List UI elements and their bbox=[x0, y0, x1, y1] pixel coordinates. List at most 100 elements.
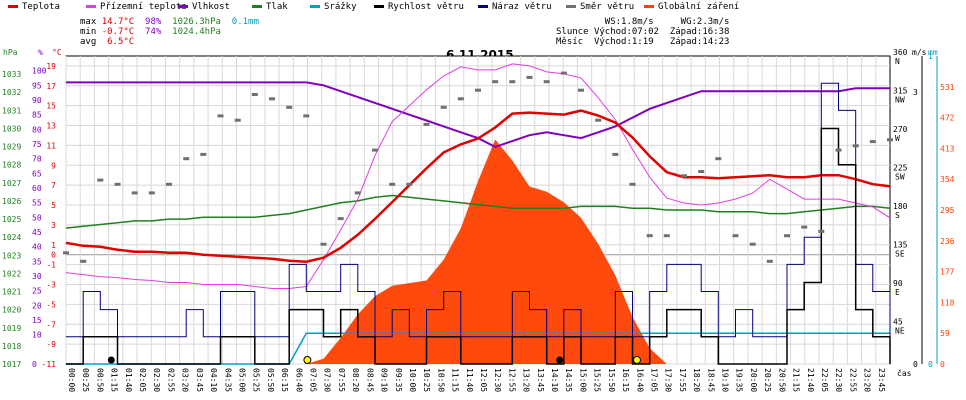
x-tick-label: 07:55 bbox=[337, 368, 346, 392]
direction-mark bbox=[217, 114, 224, 118]
x-tick-label: 17:30 bbox=[664, 368, 673, 392]
direction-mark bbox=[80, 259, 87, 263]
x-tick-label: 16:40 bbox=[635, 368, 644, 392]
direction-mark bbox=[509, 80, 516, 84]
x-tick-label: 20:00 bbox=[749, 368, 758, 392]
direction-mark bbox=[629, 182, 636, 186]
y-tick-label: 1021 bbox=[2, 288, 21, 297]
solar-tick-label: 531 bbox=[940, 83, 955, 92]
direction-tick-label: 360 bbox=[893, 48, 908, 57]
sunset-text: Západ:16:38 bbox=[669, 27, 730, 37]
x-tick-label: 12:55 bbox=[507, 368, 516, 392]
x-tick-label: 11:15 bbox=[451, 368, 460, 392]
y-tick-label: 50 bbox=[32, 213, 42, 222]
legend-swatch bbox=[374, 5, 384, 8]
y-tick-label: 11 bbox=[46, 141, 56, 150]
stats-min-temp: -0.7°C bbox=[101, 27, 135, 37]
direction-tick-label: 180 bbox=[893, 202, 908, 211]
direction-compass-label: W bbox=[895, 134, 900, 143]
y-tick-label: 1017 bbox=[2, 360, 21, 369]
legend-label: Tlak bbox=[266, 2, 288, 12]
x-tick-label: 22:55 bbox=[848, 368, 857, 392]
stats-avg-label: avg bbox=[80, 37, 97, 47]
direction-mark bbox=[303, 114, 310, 118]
direction-compass-label: SE bbox=[895, 250, 905, 259]
y-tick-label: 20 bbox=[32, 301, 42, 310]
direction-mark bbox=[887, 138, 893, 142]
x-tick-label: 15:25 bbox=[593, 368, 602, 392]
direction-mark bbox=[749, 242, 756, 246]
stats-avg-temp: 6.5°C bbox=[107, 37, 135, 47]
legend-swatch bbox=[8, 5, 18, 8]
direction-mark bbox=[784, 234, 790, 238]
wind-tick-label: 0 bbox=[913, 360, 918, 369]
direction-mark bbox=[389, 182, 396, 186]
legend-swatch bbox=[310, 5, 320, 8]
legend: Teplota Přízemní teplota Vlhkost Tlak Sr… bbox=[0, 0, 966, 14]
y-tick-label: 15 bbox=[32, 316, 42, 325]
direction-mark bbox=[337, 217, 344, 221]
legend-item: Globální záření bbox=[644, 2, 739, 12]
direction-mark bbox=[406, 182, 413, 186]
x-tick-label: 01:40 bbox=[124, 368, 133, 392]
legend-label: Srážky bbox=[324, 2, 357, 12]
series-line-temperature bbox=[65, 109, 891, 263]
series-line-gust bbox=[66, 82, 891, 338]
x-tick-label: 17:05 bbox=[649, 368, 658, 392]
x-tick-label: 22:05 bbox=[820, 368, 829, 392]
y-tick-label: -7 bbox=[46, 320, 56, 329]
x-tick-label: 23:20 bbox=[863, 368, 872, 392]
direction-mark bbox=[183, 157, 190, 161]
moonrise-text: Východ:1:19 bbox=[593, 37, 654, 47]
series-line-wind bbox=[66, 127, 891, 365]
legend-item: Tlak bbox=[252, 2, 288, 12]
solar-tick-label: 177 bbox=[940, 268, 955, 277]
x-tick-label: 10:50 bbox=[436, 368, 445, 392]
x-tick-label: 00:50 bbox=[95, 368, 104, 392]
stats-min-press: 1024.4hPa bbox=[172, 27, 221, 37]
x-tick-label: 08:45 bbox=[365, 368, 374, 392]
direction-mark bbox=[475, 88, 481, 92]
legend-label: Globální záření bbox=[658, 2, 740, 12]
direction-mark bbox=[578, 88, 584, 92]
x-tick-label: 00:25 bbox=[81, 368, 90, 392]
solar-tick-label: 118 bbox=[940, 298, 955, 307]
series-area-solar bbox=[66, 139, 890, 364]
x-tick-label: 07:05 bbox=[309, 368, 318, 392]
y-tick-label: 1019 bbox=[2, 324, 21, 333]
y-tick-label: 9 bbox=[51, 161, 56, 170]
x-tick-label: 02:55 bbox=[166, 368, 175, 392]
direction-mark bbox=[732, 234, 739, 238]
x-tick-label: 21:15 bbox=[792, 368, 801, 392]
x-tick-label: 06:40 bbox=[294, 368, 303, 392]
direction-mark bbox=[698, 170, 705, 173]
direction-compass-label: N bbox=[895, 57, 900, 66]
direction-tick-label: 90 bbox=[893, 279, 903, 288]
direction-mark bbox=[801, 225, 808, 229]
sun-block: WS:1.8m/s WG:2.3m/s Slunce Východ:07:02 … bbox=[556, 17, 729, 47]
x-tick-label: 02:30 bbox=[152, 368, 161, 392]
y-tick-label: 90 bbox=[32, 96, 42, 105]
x-tick-label: 04:35 bbox=[223, 368, 232, 392]
y-tick-label: 0 bbox=[32, 360, 37, 369]
direction-mark bbox=[663, 234, 670, 238]
direction-mark bbox=[354, 191, 361, 195]
direction-mark bbox=[646, 234, 653, 238]
legend-label: Rychlost větru bbox=[388, 2, 464, 12]
direction-mark bbox=[97, 178, 104, 182]
y-tick-label: -11 bbox=[42, 360, 57, 369]
y-tick-label: 15 bbox=[46, 102, 56, 111]
y-tick-label: 1029 bbox=[2, 143, 21, 152]
solar-tick-label: 236 bbox=[940, 237, 955, 246]
x-tick-label: 15:50 bbox=[607, 368, 616, 392]
sunrise-text: Východ:07:02 bbox=[593, 27, 659, 37]
stats-max-rain: 0.1mm bbox=[231, 17, 259, 27]
wind-speed-text: WS:1.8m/s bbox=[604, 17, 654, 27]
axis-unit-label: % bbox=[38, 48, 43, 57]
y-tick-label: 25 bbox=[32, 287, 42, 296]
direction-tick-label: 225 bbox=[893, 164, 908, 173]
legend-label: Přízemní teplota bbox=[100, 2, 187, 12]
y-tick-label: 3 bbox=[51, 221, 56, 230]
direction-mark bbox=[251, 93, 258, 96]
